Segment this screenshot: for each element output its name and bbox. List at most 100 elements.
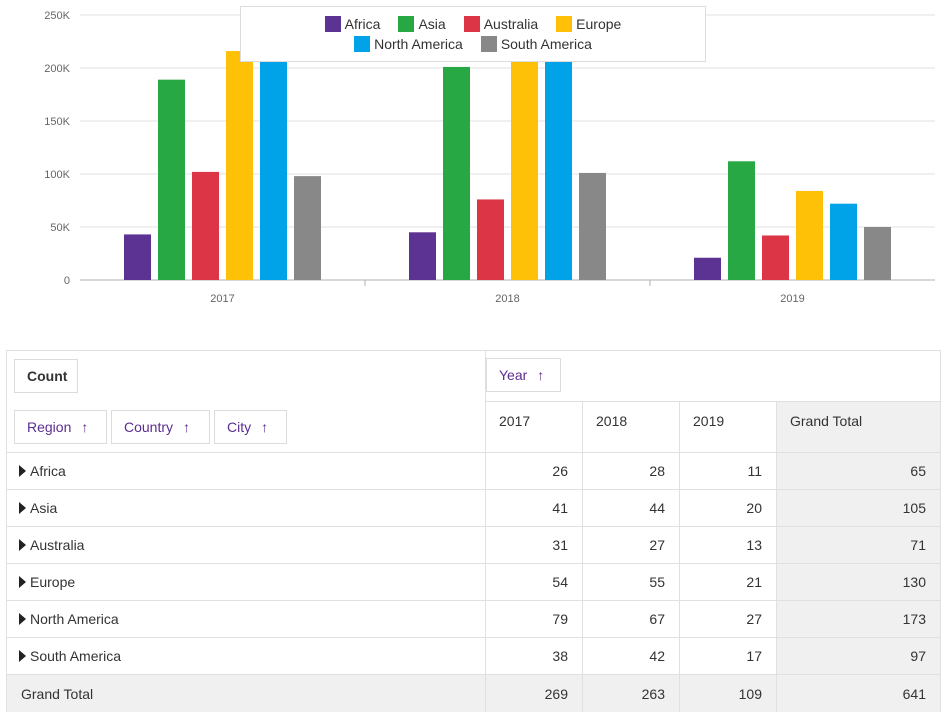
value-cell: 17 [680, 638, 777, 674]
row-field-label: City [227, 419, 252, 435]
row-header-cell[interactable]: Africa [7, 453, 486, 489]
legend-row: Africa Asia Australia Europe [241, 16, 705, 32]
value-cell: 28 [583, 453, 680, 489]
row-header-cell[interactable]: North America [7, 601, 486, 637]
x-tick-label: 2019 [780, 293, 804, 305]
value-cell: 20 [680, 490, 777, 526]
legend-label: North America [374, 36, 463, 52]
expand-triangle-icon[interactable] [19, 650, 26, 662]
legend-item-asia[interactable]: Asia [398, 16, 446, 32]
bar-europe-2018[interactable] [511, 51, 538, 280]
value-cell: 54 [486, 564, 583, 600]
table-row: North America 79 67 27 173 [7, 601, 940, 638]
row-field-city[interactable]: City ↑ [214, 410, 287, 444]
row-field-country[interactable]: Country ↑ [111, 410, 210, 444]
value-cell: 130 [777, 564, 940, 600]
pivot-header-fields: Count Region ↑ Country ↑ City ↑ [7, 351, 486, 453]
value-cell: 38 [486, 638, 583, 674]
bar-south-america-2019[interactable] [864, 227, 891, 280]
bar-north-america-2018[interactable] [545, 51, 572, 280]
bar-australia-2019[interactable] [762, 235, 789, 280]
table-row: South America 38 42 17 97 [7, 638, 940, 675]
sort-ascending-icon: ↑ [261, 419, 269, 435]
chart-legend: Africa Asia Australia Europe North America S… [240, 6, 706, 62]
y-tick-label: 150K [44, 116, 70, 128]
legend-item-north-america[interactable]: North America [354, 36, 463, 52]
value-cell: 41 [486, 490, 583, 526]
legend-swatch [556, 16, 573, 32]
value-cell: 67 [583, 601, 680, 637]
data-field-count[interactable]: Count [14, 359, 78, 393]
bar-australia-2017[interactable] [192, 171, 219, 280]
row-label: North America [30, 611, 119, 627]
legend-label: Asia [418, 16, 446, 32]
value-cell: 21 [680, 564, 777, 600]
value-cell: 71 [777, 527, 940, 563]
bar-north-america-2019[interactable] [830, 203, 857, 280]
value-cell: 263 [583, 675, 680, 712]
column-header-grand-total: Grand Total [777, 402, 940, 453]
bar-africa-2019[interactable] [694, 257, 721, 280]
legend-swatch [463, 16, 480, 32]
bar-australia-2018[interactable] [477, 199, 504, 280]
table-row: Asia 41 44 20 105 [7, 490, 940, 527]
value-cell: 65 [777, 453, 940, 489]
y-axis-ticks: 0 50K 100K 150K 200K 250K [44, 10, 70, 287]
legend-label: Europe [576, 16, 622, 32]
x-axis: 2017 2018 2019 [210, 280, 805, 305]
bar-asia-2017[interactable] [158, 79, 185, 280]
bar-europe-2017[interactable] [226, 51, 253, 280]
bar-africa-2018[interactable] [409, 232, 436, 280]
bar-south-america-2017[interactable] [294, 176, 321, 280]
legend-swatch [324, 16, 341, 32]
legend-item-africa[interactable]: Africa [324, 16, 381, 32]
legend-swatch [480, 36, 497, 52]
bar-asia-2019[interactable] [728, 161, 755, 280]
legend-row: North America South America [241, 36, 705, 52]
bar-south-america-2018[interactable] [579, 172, 606, 280]
value-cell: 27 [583, 527, 680, 563]
column-field-label: Year [499, 367, 528, 383]
row-header-cell[interactable]: Asia [7, 490, 486, 526]
column-header-2017[interactable]: 2017 [486, 402, 583, 453]
value-cell: 641 [777, 675, 940, 712]
column-header-2018[interactable]: 2018 [583, 402, 680, 453]
row-field-label: Country [124, 419, 174, 435]
sort-ascending-icon: ↑ [183, 419, 191, 435]
value-cell: 97 [777, 638, 940, 674]
row-label: Grand Total [21, 685, 94, 702]
table-row: Australia 31 27 13 71 [7, 527, 940, 564]
x-tick-label: 2018 [495, 293, 519, 305]
bar-africa-2017[interactable] [124, 234, 151, 280]
row-label: Africa [30, 463, 66, 479]
row-label: South America [30, 648, 122, 664]
expand-triangle-icon[interactable] [19, 539, 26, 551]
legend-label: Africa [344, 16, 381, 32]
value-cell: 105 [777, 490, 940, 526]
row-field-label: Region [27, 419, 72, 435]
expand-triangle-icon[interactable] [19, 613, 26, 625]
y-tick-label: 50K [50, 222, 70, 234]
bar-north-america-2017[interactable] [260, 51, 287, 280]
bar-europe-2019[interactable] [796, 190, 823, 280]
y-tick-label: 100K [44, 169, 70, 181]
expand-triangle-icon[interactable] [19, 465, 26, 477]
column-header-2019[interactable]: 2019 [680, 402, 777, 453]
legend-item-south-america[interactable]: South America [480, 36, 592, 52]
expand-triangle-icon[interactable] [19, 502, 26, 514]
data-field-label: Count [27, 368, 68, 384]
legend-item-australia[interactable]: Australia [463, 16, 538, 32]
legend-item-europe[interactable]: Europe [556, 16, 621, 32]
y-tick-label: 0 [64, 275, 70, 287]
row-field-region[interactable]: Region ↑ [14, 410, 107, 444]
row-header-cell[interactable]: Europe [7, 564, 486, 600]
row-header-cell[interactable]: Australia [7, 527, 486, 563]
sort-ascending-icon: ↑ [81, 419, 89, 435]
value-cell: 44 [583, 490, 680, 526]
expand-triangle-icon[interactable] [19, 576, 26, 588]
row-header-cell[interactable]: South America [7, 638, 486, 674]
bar-asia-2018[interactable] [443, 66, 470, 280]
pivot-column-field-area: Year ↑ [486, 351, 940, 402]
value-cell: 11 [680, 453, 777, 489]
column-field-year[interactable]: Year ↑ [486, 358, 561, 392]
